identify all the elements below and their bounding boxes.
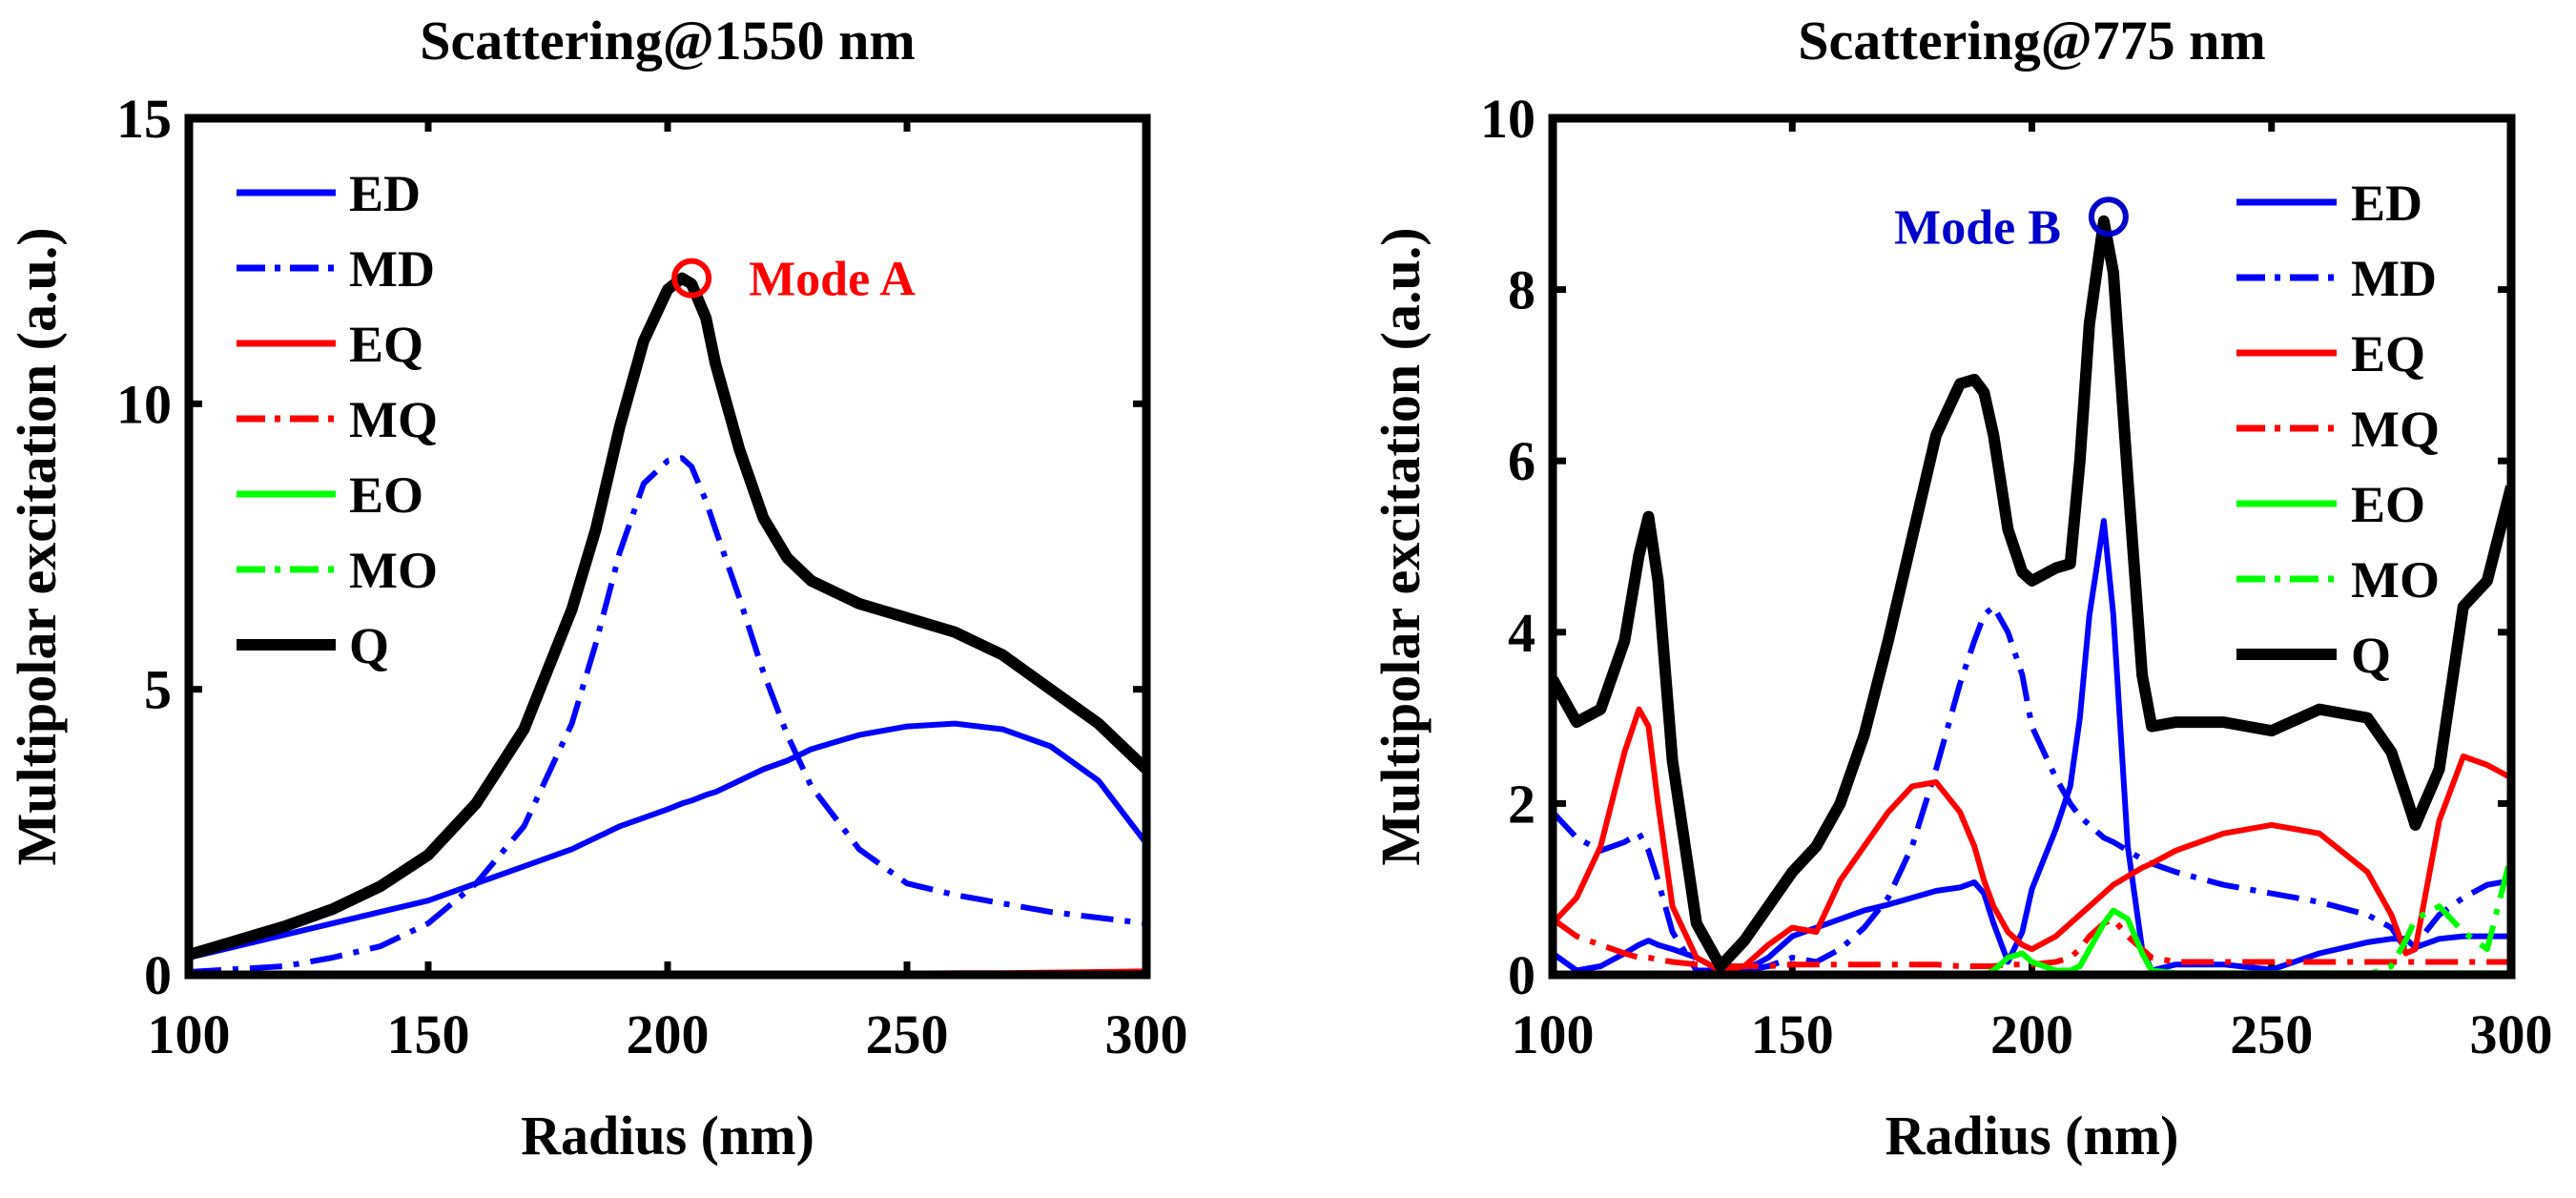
series-line-md xyxy=(189,455,1146,975)
series-line-mq xyxy=(1553,916,2511,969)
legend-label-md: MD xyxy=(349,240,435,298)
chart-panel-2: Scattering@775 nm Radius (nm) Multipolar e… xyxy=(1370,10,2553,1167)
x-tick-label: 150 xyxy=(1751,1003,1834,1065)
y-tick-label: 10 xyxy=(1480,88,1535,150)
x-axis-label: Radius (nm) xyxy=(1886,1105,2179,1167)
legend-label-eo: EO xyxy=(2351,476,2425,533)
x-tick-label: 150 xyxy=(387,1003,470,1065)
legend-label-mo: MO xyxy=(349,542,438,599)
legend: ED MD EQ MQ EO MO Q xyxy=(237,165,438,674)
y-tick-label: 0 xyxy=(1508,944,1535,1006)
chart-title: Scattering@1550 nm xyxy=(420,10,916,72)
x-tick-label: 200 xyxy=(1990,1003,2073,1065)
legend: ED MD EQ MQ EO MO Q xyxy=(2236,175,2440,684)
annotation-label: Mode A xyxy=(749,253,916,307)
y-tick-label: 4 xyxy=(1508,602,1535,664)
legend-label-md: MD xyxy=(2351,250,2437,307)
legend-label-mo: MO xyxy=(2351,551,2440,609)
series-line-ed xyxy=(1553,518,2511,974)
y-tick-label: 0 xyxy=(144,944,172,1006)
chart-panel-1: Scattering@1550 nm Radius (nm) Multipolar … xyxy=(6,10,1188,1167)
y-axis-label: Multipolar excitation (a.u.) xyxy=(1370,227,1432,865)
series-line-ed xyxy=(189,720,1146,960)
y-tick-label: 5 xyxy=(144,659,172,721)
x-tick-label: 300 xyxy=(1105,1003,1188,1065)
legend-label-ed: ED xyxy=(2351,175,2422,232)
legend-label-eq: EQ xyxy=(2351,325,2425,382)
axes-box xyxy=(1548,114,2516,980)
x-tick-label: 250 xyxy=(2230,1003,2313,1065)
legend-label-eq: EQ xyxy=(349,316,423,373)
annotation-marker xyxy=(2088,196,2129,238)
series-line-q xyxy=(1553,215,2511,972)
series-line-eq xyxy=(1553,706,2511,974)
x-tick-label: 300 xyxy=(2470,1003,2553,1065)
legend-label-mq: MQ xyxy=(349,391,438,448)
y-tick-label: 15 xyxy=(116,88,172,150)
plot-area xyxy=(1553,215,2511,975)
y-tick-label: 6 xyxy=(1508,430,1535,492)
y-tick-label: 10 xyxy=(116,373,172,435)
annotation-label: Mode B xyxy=(1894,200,2061,255)
annotation-marker xyxy=(671,258,712,299)
series-line-q xyxy=(189,272,1146,960)
legend-label-ed: ED xyxy=(349,165,421,222)
legend-label-q: Q xyxy=(349,617,389,674)
y-tick-label: 2 xyxy=(1508,773,1535,835)
series-line-md xyxy=(1553,603,2511,974)
chart-title: Scattering@775 nm xyxy=(1798,10,2266,72)
x-tick-label: 200 xyxy=(627,1003,710,1065)
x-tick-label: 100 xyxy=(1512,1003,1595,1065)
plot-area xyxy=(189,272,1146,975)
y-axis-label: Multipolar excitation (a.u.) xyxy=(6,227,68,865)
axes-box xyxy=(184,114,1151,980)
legend-label-q: Q xyxy=(2351,627,2391,684)
legend-label-eo: EO xyxy=(349,466,423,524)
y-tick-label: 8 xyxy=(1508,259,1535,321)
legend-label-mq: MQ xyxy=(2351,401,2440,458)
x-axis-label: Radius (nm) xyxy=(521,1105,814,1167)
x-tick-label: 100 xyxy=(148,1003,231,1065)
x-tick-label: 250 xyxy=(866,1003,949,1065)
